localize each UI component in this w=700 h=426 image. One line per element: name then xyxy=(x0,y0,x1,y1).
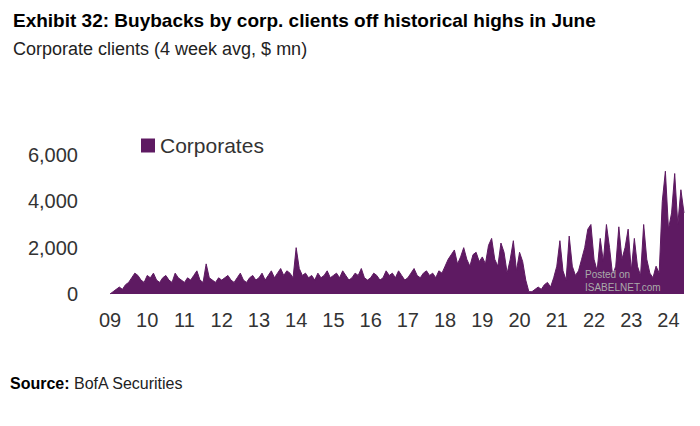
svg-text:ISABELNET.com: ISABELNET.com xyxy=(585,282,661,293)
svg-text:Source:: Source: xyxy=(10,375,70,392)
svg-text:Exhibit 32: Buybacks by corp.: Exhibit 32: Buybacks by corp. clients of… xyxy=(13,10,596,31)
svg-text:11: 11 xyxy=(174,309,195,331)
svg-text:Posted on: Posted on xyxy=(585,269,630,280)
svg-text:12: 12 xyxy=(211,309,233,331)
svg-text:2,000: 2,000 xyxy=(28,237,78,259)
svg-text:09: 09 xyxy=(99,309,121,331)
svg-text:24: 24 xyxy=(657,309,679,331)
svg-text:18: 18 xyxy=(434,309,456,331)
svg-text:16: 16 xyxy=(360,309,382,331)
svg-text:Corporates: Corporates xyxy=(160,134,264,157)
svg-text:4,000: 4,000 xyxy=(28,190,78,212)
svg-text:0: 0 xyxy=(67,283,78,305)
svg-text:6,000: 6,000 xyxy=(28,144,78,166)
svg-text:23: 23 xyxy=(620,309,642,331)
svg-text:21: 21 xyxy=(546,309,568,331)
svg-text:13: 13 xyxy=(248,309,270,331)
svg-text:20: 20 xyxy=(508,309,530,331)
svg-text:19: 19 xyxy=(471,309,493,331)
svg-text:15: 15 xyxy=(322,309,344,331)
svg-text:BofA Securities: BofA Securities xyxy=(70,375,183,392)
svg-text:22: 22 xyxy=(583,309,605,331)
svg-text:14: 14 xyxy=(285,309,307,331)
svg-text:10: 10 xyxy=(136,309,158,331)
svg-text:17: 17 xyxy=(397,309,419,331)
svg-text:Corporate clients (4 week avg,: Corporate clients (4 week avg, $ mn) xyxy=(13,39,307,59)
